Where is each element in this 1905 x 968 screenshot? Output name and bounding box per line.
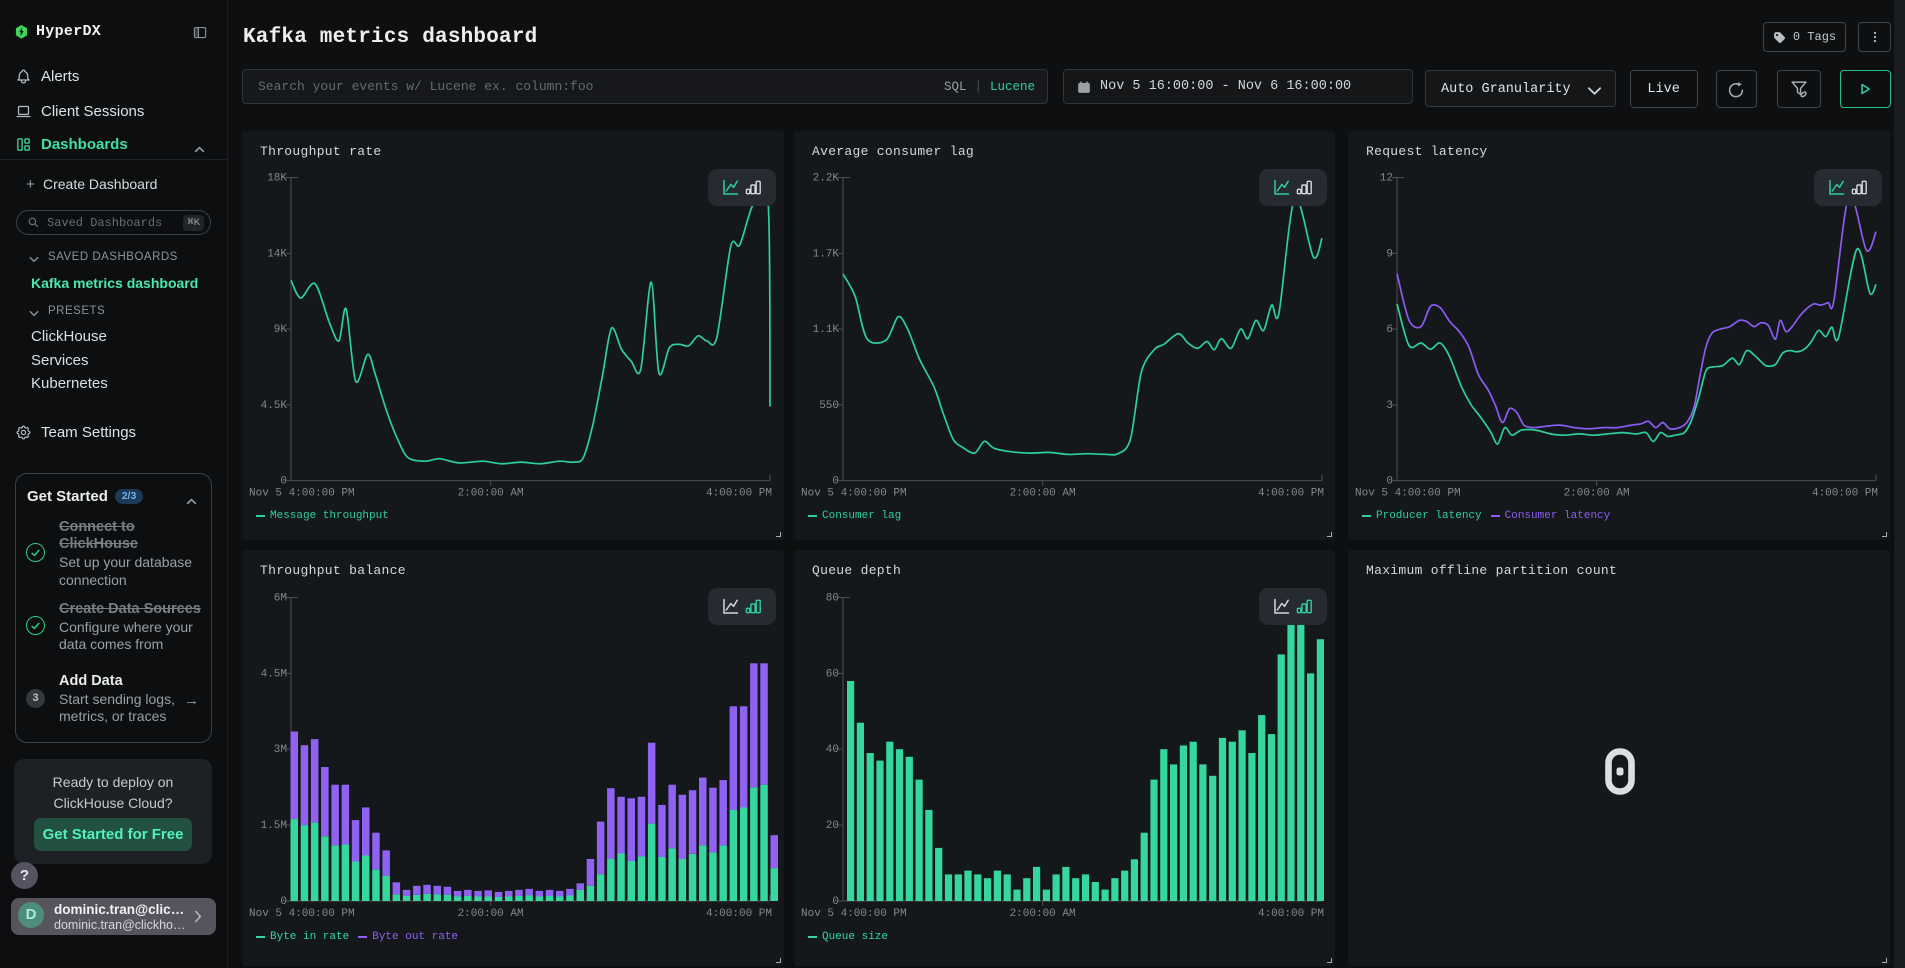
svg-text:60: 60 — [826, 668, 839, 680]
svg-text:14K: 14K — [267, 248, 287, 260]
svg-text:6M: 6M — [274, 593, 287, 605]
svg-text:4:00:00 PM: 4:00:00 PM — [1258, 488, 1324, 500]
svg-text:0: 0 — [280, 476, 287, 488]
svg-text:2:00:00 AM: 2:00:00 AM — [1564, 488, 1630, 500]
svg-text:9: 9 — [1386, 248, 1393, 260]
svg-text:4.5K: 4.5K — [261, 400, 288, 412]
svg-text:1.7K: 1.7K — [813, 248, 840, 260]
svg-text:Nov 5 4:00:00 PM: Nov 5 4:00:00 PM — [249, 908, 355, 920]
svg-text:18K: 18K — [267, 173, 287, 185]
svg-text:2:00:00 AM: 2:00:00 AM — [1010, 908, 1076, 920]
svg-text:Nov 5 4:00:00 PM: Nov 5 4:00:00 PM — [801, 908, 907, 920]
svg-text:Nov 5 4:00:00 PM: Nov 5 4:00:00 PM — [1355, 488, 1461, 500]
svg-text:1.1K: 1.1K — [813, 324, 840, 336]
svg-text:4:00:00 PM: 4:00:00 PM — [706, 908, 772, 920]
svg-text:2:00:00 AM: 2:00:00 AM — [458, 908, 524, 920]
svg-text:Nov 5 4:00:00 PM: Nov 5 4:00:00 PM — [801, 488, 907, 500]
svg-text:0: 0 — [280, 896, 287, 908]
svg-text:550: 550 — [819, 400, 839, 412]
svg-text:20: 20 — [826, 820, 839, 832]
svg-text:1.5M: 1.5M — [261, 820, 287, 832]
svg-text:3: 3 — [1386, 400, 1393, 412]
svg-text:0: 0 — [832, 476, 839, 488]
svg-text:40: 40 — [826, 744, 839, 756]
svg-text:2.2K: 2.2K — [813, 173, 840, 185]
svg-text:Nov 5 4:00:00 PM: Nov 5 4:00:00 PM — [249, 488, 355, 500]
svg-text:2:00:00 AM: 2:00:00 AM — [458, 488, 524, 500]
svg-text:0: 0 — [832, 896, 839, 908]
svg-text:2:00:00 AM: 2:00:00 AM — [1010, 488, 1076, 500]
svg-text:4:00:00 PM: 4:00:00 PM — [1258, 908, 1324, 920]
svg-text:4.5M: 4.5M — [261, 668, 287, 680]
svg-text:6: 6 — [1386, 324, 1393, 336]
svg-text:4:00:00 PM: 4:00:00 PM — [1812, 488, 1878, 500]
svg-text:4:00:00 PM: 4:00:00 PM — [706, 488, 772, 500]
svg-text:0: 0 — [1386, 476, 1393, 488]
svg-text:12: 12 — [1380, 173, 1393, 185]
svg-text:9K: 9K — [274, 324, 288, 336]
svg-text:3M: 3M — [274, 744, 287, 756]
svg-text:80: 80 — [826, 593, 839, 605]
